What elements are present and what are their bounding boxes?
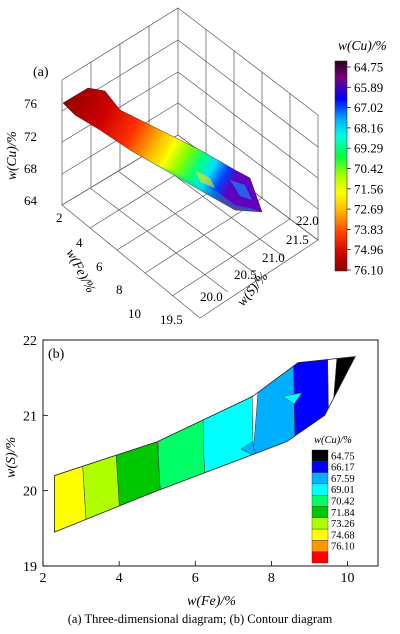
colorbar-tick-label: 64.75	[354, 60, 383, 75]
box-grid	[61, 7, 319, 319]
y-tick-label: 20.0	[200, 289, 223, 304]
colorbar-tick-label: 74.96	[354, 242, 384, 257]
legend-label: 71.84	[331, 508, 355, 519]
contour-patch	[240, 441, 257, 458]
y-tick-label: 20.5	[234, 267, 257, 282]
colorbar-tick-label: 67.02	[354, 100, 383, 115]
domain-boundary	[54, 356, 356, 533]
legend-swatch	[311, 528, 329, 541]
colorbar-tick-label: 76.10	[354, 263, 383, 278]
y-tick-label: 21.5	[286, 232, 309, 247]
colorbar	[334, 60, 348, 272]
legend-swatch	[311, 517, 329, 530]
legend-swatch	[311, 472, 329, 485]
x-tick-label: 2	[56, 210, 63, 225]
panel-label: (a)	[33, 65, 49, 80]
legend-label: 73.26	[331, 519, 355, 530]
colorbar-tick-label: 71.56	[354, 181, 384, 196]
colorbar-tick-label: 65.89	[354, 80, 383, 95]
legend-label: 76.10	[331, 542, 355, 553]
colorbar-tick-label: 73.83	[354, 222, 383, 237]
legend-label: 69.01	[331, 485, 355, 496]
legend-label: 67.59	[331, 474, 355, 485]
legend-swatch	[311, 506, 329, 519]
z-tick-label: 64	[24, 193, 38, 208]
z-axis-label: w(Cu)/%	[4, 131, 19, 180]
z-tick-label: 68	[24, 161, 37, 176]
x-tick-label: 8	[116, 282, 123, 297]
surface-3d-chart: 76 72 68 64 2 4 6 8 10 19.5 20.0 20.5 21…	[4, 7, 387, 327]
z-tick-label: 76	[24, 96, 38, 111]
legend-label: 64.75	[331, 451, 355, 462]
legend-swatch	[311, 540, 329, 552]
colorbar-tick-label: 70.42	[354, 161, 383, 176]
z-tick-label: 72	[24, 129, 37, 144]
y-tick-label: 22.0	[296, 213, 319, 228]
legend-swatch	[311, 483, 329, 496]
colorbar-title: w(Cu)/%	[338, 38, 387, 53]
legend-label: 66.17	[331, 463, 355, 474]
legend-label: 70.42	[331, 497, 355, 508]
legend-swatch	[311, 461, 329, 473]
panel-label: (b)	[48, 347, 65, 362]
legend-swatch	[311, 449, 329, 462]
legend-title: w(Cu)/%	[314, 435, 352, 446]
x-tick-label: 4	[76, 235, 83, 250]
legend-swatch	[311, 494, 329, 507]
colorbar-tick-label: 69.29	[354, 141, 383, 156]
y-tick-label: 19.5	[160, 312, 183, 327]
colorbar-tick-label: 68.16	[354, 120, 384, 135]
y-tick-label: 21.0	[262, 250, 285, 265]
x-tick-label: 4	[116, 571, 123, 586]
contour-patch	[282, 392, 303, 405]
y-tick-label: 19	[23, 560, 37, 575]
x-tick-label: 10	[128, 306, 141, 321]
surface	[62, 87, 263, 213]
x-tick-label: 8	[268, 571, 275, 586]
contour-chart: 2 4 6 8 10 19 20 21 22 (b) w(Fe)/% w(S)/% w(Cu)/…	[4, 334, 379, 609]
y-axis-label: w(S)/%	[4, 437, 19, 478]
legend-label: 74.68	[331, 530, 355, 541]
x-axis-label: w(Fe)/%	[187, 594, 236, 609]
y-tick-label: 22	[23, 334, 37, 349]
legend-swatch	[311, 551, 329, 564]
x-tick-label: 6	[96, 259, 103, 274]
colorbar-tick-label: 72.69	[354, 202, 383, 217]
figure-caption: (a) Three-dimensional diagram; (b) Conto…	[67, 612, 333, 626]
x-tick-label: 10	[341, 571, 355, 586]
legend: w(Cu)/% 64.7566.1767.5969.0170.4271.8473…	[311, 435, 355, 564]
x-tick-label: 2	[40, 571, 47, 586]
x-tick-label: 6	[192, 571, 199, 586]
x-axis-label: w(Fe)/%	[63, 246, 98, 295]
y-tick-label: 20	[23, 485, 37, 500]
y-tick-label: 21	[23, 409, 37, 424]
